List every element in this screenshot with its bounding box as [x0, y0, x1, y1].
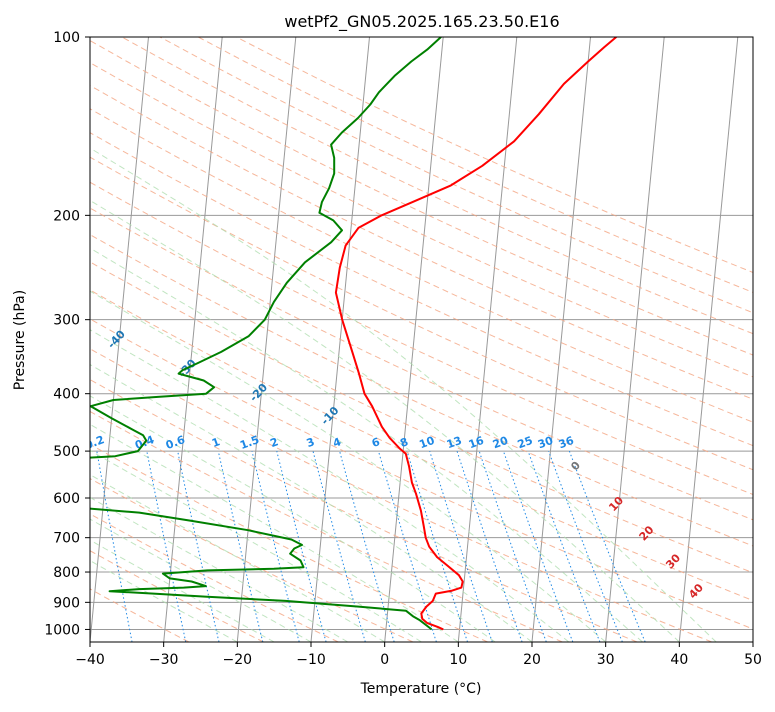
mixing-ratio-line	[177, 451, 220, 642]
x-tick-label: −30	[149, 652, 179, 668]
dry-adiabat-line	[90, 207, 753, 521]
dewpoint-line	[90, 37, 442, 631]
plot-series	[90, 37, 617, 631]
isotherm-line	[678, 37, 739, 642]
moist-adiabat-line	[90, 247, 643, 642]
dry-adiabat-line	[90, 477, 414, 642]
moist-adiabat-line	[90, 423, 459, 642]
y-axis-label: Pressure (hPa)	[12, 290, 28, 390]
mixing-ratio-label: 1.5	[238, 433, 261, 452]
chart-title: wetPf2_GN05.2025.165.23.50.E16	[284, 12, 559, 32]
y-tick-label: 800	[53, 565, 80, 581]
mixing-ratio-line	[568, 450, 646, 642]
mixing-ratio-label: 2	[268, 435, 280, 450]
y-tick-label: 1000	[44, 622, 80, 638]
isotherm-line	[384, 37, 444, 642]
mixing-ratio-line	[251, 450, 300, 642]
isotherm-line	[236, 37, 297, 642]
moist-adiabat-line	[90, 363, 533, 642]
x-tick-label: 10	[449, 652, 467, 668]
moist-adiabat-line	[90, 199, 680, 642]
mixing-ratio-line	[378, 450, 437, 642]
x-tick-label: 50	[744, 652, 762, 668]
mixing-ratio-label: 30	[536, 434, 555, 452]
isotherm-line	[531, 37, 591, 642]
mixing-ratio-line	[527, 450, 601, 642]
dry-adiabat-line	[90, 348, 712, 642]
y-tick-label: 300	[53, 313, 80, 329]
mixing-ratio-line	[429, 450, 493, 642]
y-tick-label: 200	[53, 208, 80, 224]
mixing-ratio-line	[456, 450, 523, 642]
x-tick-label: 20	[523, 652, 541, 668]
dry-adiabat-line	[90, 39, 753, 356]
y-tick-label: 600	[53, 491, 80, 507]
dry-adiabat-line	[90, 132, 753, 447]
mixing-ratio-label: 3	[305, 435, 317, 450]
mixing-ratio-line	[478, 450, 547, 642]
mixing-ratio-label: 13	[445, 434, 464, 451]
y-tick-label: 400	[53, 387, 80, 403]
mixing-ratio-line	[502, 450, 574, 642]
mixing-ratio-label: 20	[491, 434, 510, 452]
dry-adiabat-line	[90, 234, 753, 547]
mixing-ratio-label: 0.6	[164, 433, 187, 452]
mixing-ratio-label: 8	[398, 435, 410, 450]
x-tick-label: 40	[670, 652, 688, 668]
mixing-ratio-line	[339, 450, 395, 642]
isotherm-line	[90, 37, 149, 642]
moist-adiabat-line	[90, 474, 385, 642]
moist-adiabat-line	[90, 147, 717, 642]
y-tick-label: 700	[53, 531, 80, 547]
isotherm-line	[605, 37, 665, 642]
x-axis-label: Temperature (°C)	[360, 681, 482, 697]
mixing-ratio-label: 16	[467, 434, 486, 452]
dry-adiabat-line	[90, 108, 753, 423]
dry-adiabat-line	[159, 37, 753, 314]
x-tick-label: −40	[75, 652, 105, 668]
temperature-line	[334, 37, 617, 631]
x-axis: −40 −30 −20 −10 0 10 20 30 40 50	[75, 642, 762, 668]
mixing-ratio-line	[276, 450, 327, 642]
y-axis: 100 200 300 400 500 600 700 800 900 1000	[44, 30, 90, 638]
x-tick-label: −20	[223, 652, 253, 668]
y-tick-label: 100	[53, 30, 80, 46]
mixing-ratio-line	[146, 451, 187, 642]
mixing-ratio-label: 25	[516, 434, 535, 451]
mixing-ratio-line	[548, 450, 623, 642]
dry-adiabat-line	[90, 181, 753, 496]
mixing-ratio-label: 10	[417, 434, 436, 452]
mixing-ratio-label: 6	[370, 435, 382, 450]
mixing-ratio-label: 36	[557, 434, 576, 452]
mixing-ratio-label: 1	[210, 435, 222, 450]
x-tick-label: 30	[597, 652, 615, 668]
y-tick-label: 900	[53, 595, 80, 611]
dry-adiabat-line	[90, 62, 753, 378]
mixing-ratio-line	[312, 450, 366, 642]
dry-adiabat-line	[197, 37, 753, 293]
y-tick-label: 500	[53, 444, 80, 460]
mixing-ratio-line	[217, 450, 264, 642]
dry-adiabat-line	[90, 443, 488, 642]
moist-adiabat-line	[90, 449, 422, 642]
moist-adiabat-line	[90, 290, 607, 642]
moist-adiabat-line	[90, 329, 570, 642]
plot-frame	[89, 36, 754, 643]
plot-background-lines	[90, 37, 753, 642]
isotherm-line	[163, 37, 223, 642]
dry-adiabat-line	[90, 550, 264, 642]
dry-adiabat-line	[90, 410, 563, 642]
x-tick-label: 0	[380, 652, 389, 668]
dry-adiabat-line	[90, 318, 753, 630]
mixing-ratio-label: 4	[331, 435, 343, 450]
isotherm-line	[457, 37, 518, 642]
plot-annotations: 0.10.20.40.611.52346810131620253036-100-…	[90, 327, 706, 601]
x-tick-label: −10	[296, 652, 326, 668]
mixing-ratio-line	[406, 450, 468, 642]
